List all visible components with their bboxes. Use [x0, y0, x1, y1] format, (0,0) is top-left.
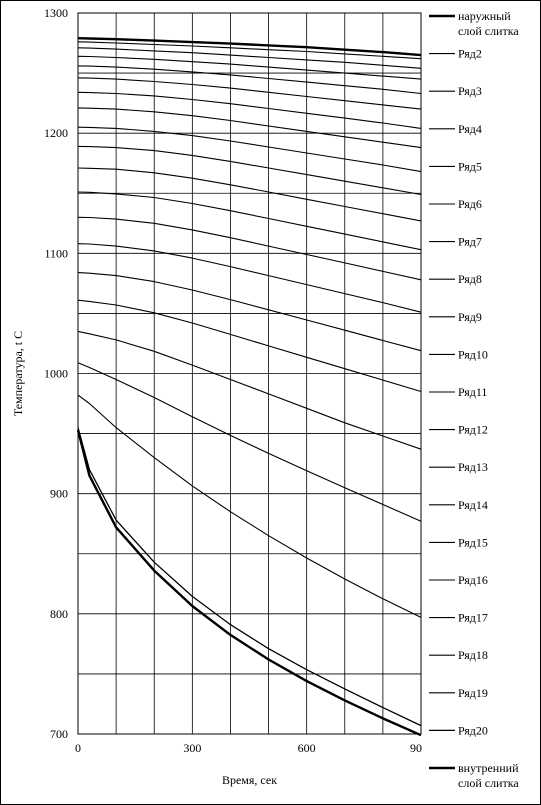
legend-label: Ряд10: [458, 347, 488, 361]
legend-label: Ряд7: [458, 235, 482, 249]
series-line: [77, 167, 422, 222]
legend-label: Ряд4: [458, 122, 482, 136]
tick-labels: 700 800 900 1000 1100 1200 1300 0 300 600 90: [44, 6, 422, 755]
y-axis-label: Температура, t С: [11, 331, 25, 416]
series-line: [77, 427, 422, 727]
series-line: [77, 330, 422, 450]
legend-label: Ряд5: [458, 159, 482, 173]
series-line: [77, 299, 422, 393]
series-line: [76, 429, 422, 737]
series-line: [77, 272, 422, 352]
y-tick-label: 800: [50, 607, 68, 621]
y-tick-label: 700: [50, 727, 68, 741]
legend-label: Ряд13: [458, 460, 488, 474]
legend-label: Ряд14: [458, 498, 488, 512]
legend-label: Ряд17: [458, 611, 488, 625]
legend-label: слой слитка: [458, 24, 519, 38]
x-tick-label: 300: [183, 741, 201, 755]
series-line: [77, 41, 422, 60]
legend-label: Ряд11: [458, 385, 487, 399]
legend-label: слой слитка: [458, 776, 519, 790]
legend-label: Ряд6: [458, 197, 482, 211]
legend-label: Ряд12: [458, 423, 488, 437]
legend-label: внутренний: [458, 761, 519, 775]
x-tick-label: 0: [75, 741, 81, 755]
series-line: [77, 77, 422, 110]
series-line: [77, 47, 422, 69]
y-tick-label: 1100: [44, 246, 68, 260]
legend-label: Ряд15: [458, 535, 488, 549]
y-tick-label: 1000: [44, 367, 68, 381]
x-tick-label: 90: [410, 741, 422, 755]
series-line: [77, 145, 422, 196]
series-line: [77, 55, 422, 80]
legend-label: Ряд9: [458, 310, 482, 324]
y-tick-label: 1200: [44, 126, 68, 140]
legend-label: Ряд20: [458, 723, 488, 737]
legend-label: Ряд8: [458, 272, 482, 286]
series-line: [77, 65, 422, 95]
series-line: [77, 362, 422, 522]
series-line: [77, 126, 422, 173]
legend-label: наружный: [458, 9, 511, 23]
x-axis-label: Время, сек: [222, 773, 277, 787]
series-line: [77, 243, 422, 313]
grid-lines: [78, 13, 421, 734]
series-line: [77, 216, 422, 281]
series-line: [77, 37, 422, 57]
series-line: [77, 107, 422, 149]
legend-label: Ряд3: [458, 84, 482, 98]
series-line: [77, 91, 422, 129]
series-lines: [76, 37, 422, 737]
legend-label: Ряд2: [458, 47, 482, 61]
legend-label: Ряд16: [458, 573, 488, 587]
legend-label: Ряд18: [458, 648, 488, 662]
y-tick-label: 900: [50, 487, 68, 501]
x-tick-label: 600: [298, 741, 316, 755]
legend-label: Ряд19: [458, 686, 488, 700]
y-tick-label: 1300: [44, 6, 68, 20]
series-line: [77, 394, 422, 618]
series-line: [77, 191, 422, 251]
